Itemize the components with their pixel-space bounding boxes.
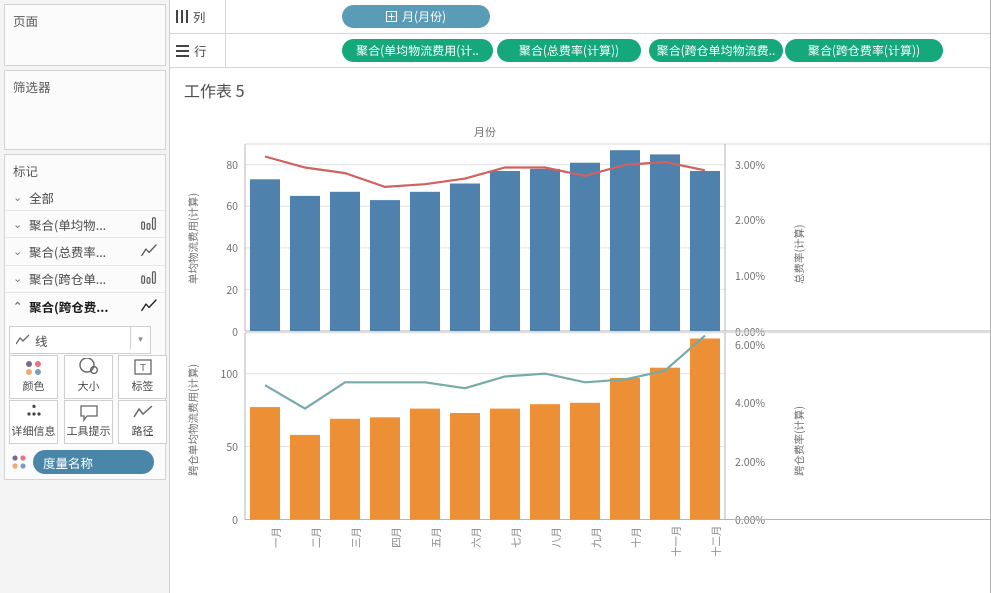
svg-text:T: T	[139, 363, 145, 374]
